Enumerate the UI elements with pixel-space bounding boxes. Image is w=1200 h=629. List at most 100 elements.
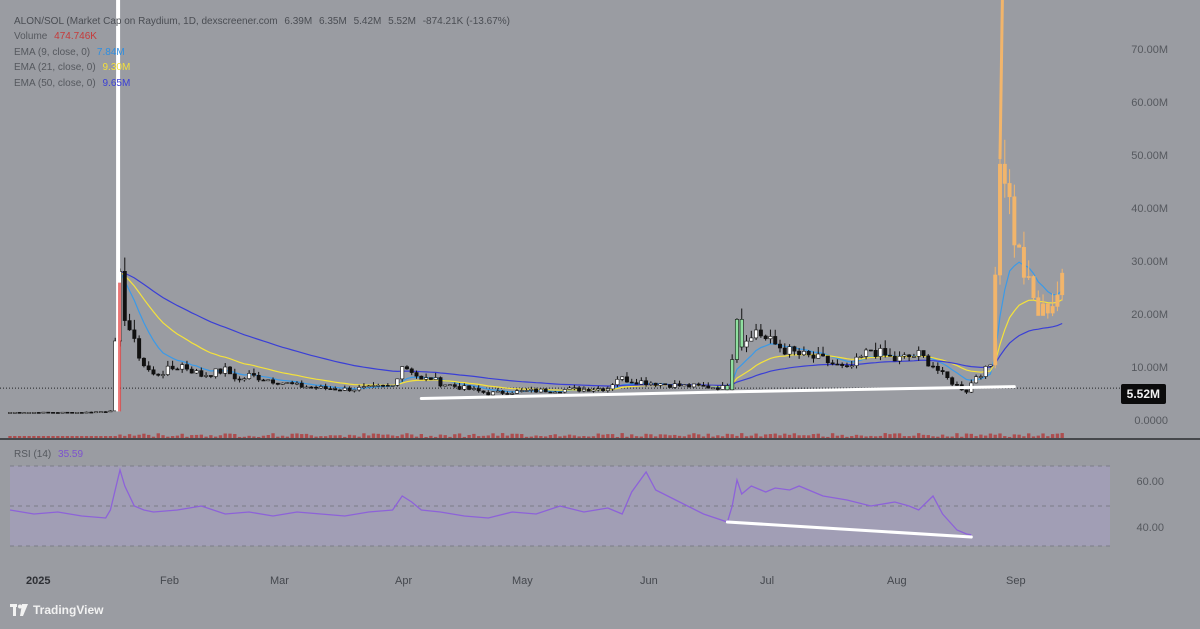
candle-body (161, 374, 166, 376)
volume-bar (462, 436, 467, 438)
volume-bar (701, 436, 706, 438)
ema21-value: 9.30M (102, 62, 131, 73)
volume-bar (60, 436, 65, 438)
price-tick-label: 10.00M (1131, 362, 1168, 374)
candle-body (204, 375, 209, 377)
legend-ema50-row[interactable]: EMA (50, close, 0) 9.65M (14, 77, 130, 90)
candle-body (840, 363, 845, 366)
candle-body (74, 412, 79, 414)
candle-body (381, 384, 386, 387)
candle-body (911, 356, 916, 358)
volume-bar (252, 436, 256, 438)
volume-bar (792, 433, 797, 438)
volume-bar (649, 434, 653, 438)
candle-body (754, 329, 759, 339)
volume-bar (204, 436, 208, 438)
candle-body (644, 380, 649, 385)
candle-body (79, 412, 84, 414)
volume-bar (142, 433, 146, 438)
legend-ema9-row[interactable]: EMA (9, close, 0) 7.84M (14, 46, 125, 59)
volume-bar (687, 434, 691, 438)
volume-bar (190, 435, 194, 438)
legend-volume-row[interactable]: Volume 474.746K (14, 30, 97, 43)
volume-bar (13, 436, 17, 438)
volume-bar (955, 433, 959, 438)
volume-bar (787, 434, 792, 438)
candle-body (333, 388, 338, 391)
volume-bar (720, 436, 725, 438)
candle-body (1012, 196, 1017, 246)
volume-bar (314, 436, 318, 438)
volume-bar (529, 436, 533, 438)
candle-body (945, 371, 950, 379)
volume-bar (429, 435, 433, 438)
volume-bar (400, 434, 404, 438)
candle-body (730, 359, 735, 391)
volume-bar (983, 435, 988, 438)
high-value: 6.35M (318, 16, 347, 27)
volume-bar (567, 434, 572, 438)
candle-body (366, 385, 371, 388)
volume-bar (266, 435, 270, 438)
volume-bar (1003, 436, 1007, 438)
candle-body (290, 382, 295, 385)
volume-bar (988, 433, 993, 438)
close-value: 5.52M (388, 16, 416, 27)
support-trendline-1 (419, 390, 729, 401)
candle-body (448, 384, 452, 386)
volume-bar (878, 435, 883, 438)
volume-bar (170, 436, 175, 438)
rsi-label: RSI (14) (14, 449, 52, 460)
candle-body (328, 388, 333, 390)
candle-body (280, 382, 285, 385)
candle-body (581, 388, 586, 392)
ema21-label: EMA (21, close, 0) (14, 62, 96, 73)
candle-body (682, 384, 687, 387)
candle-body (553, 391, 558, 394)
volume-bar (606, 434, 610, 438)
candle-body (285, 382, 290, 384)
volume-bar (280, 435, 285, 438)
candle-body (409, 368, 414, 373)
candle-body (725, 385, 730, 391)
candle-body (433, 377, 438, 380)
candle-body (639, 380, 644, 385)
volume-bar (194, 434, 199, 438)
volume-bar (481, 435, 486, 438)
candle-body (390, 385, 395, 387)
candle-body (548, 391, 553, 394)
volume-bar (630, 434, 634, 438)
candle-body (342, 387, 347, 391)
candle-body (137, 338, 142, 359)
volume-bar (601, 434, 605, 438)
candle-body (127, 320, 132, 331)
tradingview-logo[interactable]: TradingView (10, 603, 103, 617)
ema21-line (119, 270, 1063, 391)
price-tick-label: 30.00M (1131, 256, 1168, 268)
candle-body (916, 350, 921, 357)
volume-bar (634, 436, 639, 438)
volume-bar (558, 436, 562, 438)
volume-bar (587, 436, 591, 438)
legend-ema21-row[interactable]: EMA (21, close, 0) 9.30M (14, 61, 130, 74)
rsi-legend[interactable]: RSI (14) 35.59 (14, 449, 83, 460)
volume-bar (524, 436, 529, 438)
time-tick-label: Apr (395, 575, 413, 587)
volume-bar (883, 433, 887, 438)
volume-bar (213, 436, 218, 438)
candle-body (983, 366, 988, 377)
candle-body (41, 411, 46, 414)
candle-body (629, 381, 634, 384)
candle-body (347, 387, 352, 392)
candle-body (711, 387, 716, 390)
candle-body (586, 388, 591, 392)
candle-body (543, 388, 548, 393)
volume-bar (830, 433, 835, 438)
volume-bar (807, 435, 811, 438)
volume-bar (84, 436, 89, 438)
volume-bar (166, 436, 170, 438)
candle-body (299, 382, 304, 388)
candle-body (873, 350, 878, 357)
volume-bar (80, 436, 84, 438)
